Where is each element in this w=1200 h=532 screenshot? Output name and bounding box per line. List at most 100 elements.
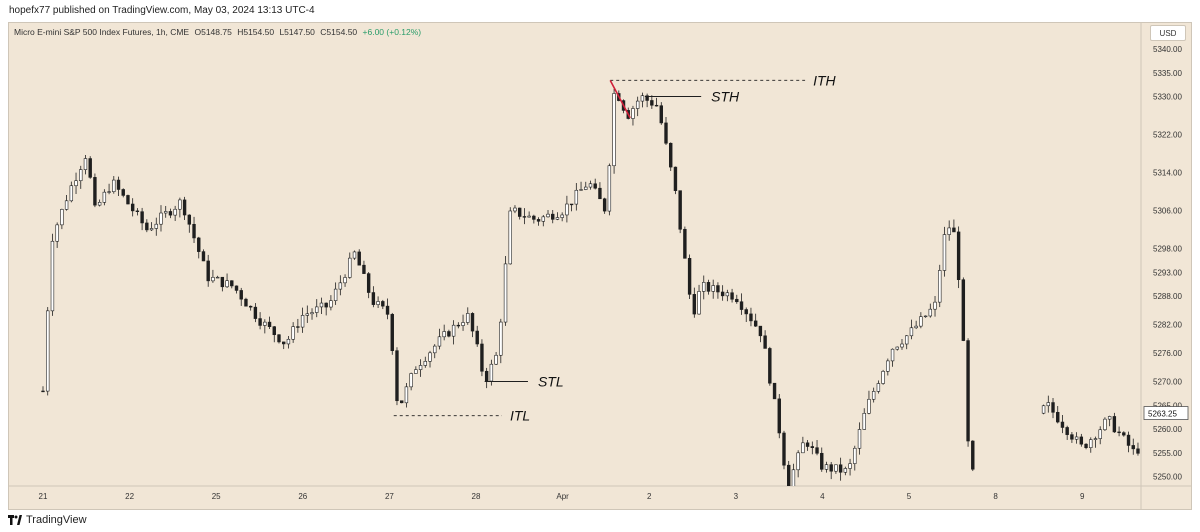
candle-up	[711, 285, 715, 292]
candle-up	[565, 203, 569, 216]
ohlc-open: O5148.75	[194, 27, 232, 37]
chart-frame[interactable]	[8, 22, 1192, 510]
candle-up	[890, 348, 895, 362]
time-tick-label: 25	[212, 492, 221, 501]
candle-down	[966, 340, 970, 442]
candle-down	[230, 280, 234, 287]
candles-group	[41, 88, 1196, 486]
candle-down	[692, 294, 697, 315]
candle-down	[971, 440, 975, 470]
ohlc-close: C5154.50	[320, 27, 358, 37]
candle-up	[871, 391, 876, 400]
candle-up	[352, 251, 357, 259]
candle-up	[215, 276, 220, 279]
tradingview-logo[interactable]: TradingView	[8, 514, 87, 526]
annotation-label-ith: ITH	[813, 72, 836, 88]
candle-up	[164, 211, 168, 214]
candle-up	[584, 186, 588, 190]
candle-up	[409, 373, 413, 388]
candle-down	[673, 166, 678, 191]
candle-up	[1103, 418, 1107, 431]
candle-down	[239, 290, 243, 300]
candle-down	[683, 228, 687, 259]
footer	[0, 510, 1200, 532]
currency-button[interactable]: USD	[1150, 25, 1186, 41]
candle-down	[116, 179, 121, 190]
candle-down	[678, 190, 682, 230]
candle-up	[631, 108, 635, 119]
price-tick-label: 5250.00	[1153, 473, 1182, 482]
candle-up	[697, 291, 701, 315]
candle-up	[433, 345, 437, 354]
price-tick-label: 5265.00	[1153, 401, 1182, 410]
candle-down	[395, 350, 399, 402]
candle-up	[79, 169, 83, 182]
candle-up	[1098, 429, 1102, 439]
candle-up	[933, 301, 937, 310]
candle-up	[867, 398, 871, 414]
time-tick-label: 22	[125, 492, 134, 501]
time-tick-label: 9	[1080, 492, 1085, 501]
candle-down	[182, 199, 187, 216]
candle-down	[197, 237, 201, 252]
tradingview-label: TradingView	[26, 514, 87, 526]
candle-down	[145, 222, 149, 231]
candle-down	[829, 464, 833, 472]
candle-up	[905, 335, 909, 345]
candle-down	[1051, 402, 1055, 413]
candle-down	[371, 292, 376, 305]
candle-down	[687, 258, 692, 295]
candle-down	[385, 305, 390, 315]
candle-up	[178, 199, 182, 210]
last-price-label: 5263.25	[1148, 410, 1177, 419]
price-tick-label: 5298.00	[1153, 245, 1182, 254]
candle-down	[220, 276, 225, 288]
candle-down	[763, 335, 767, 349]
candle-up	[225, 280, 229, 288]
candle-down	[815, 447, 819, 454]
candle-up	[46, 310, 50, 392]
candle-down	[470, 313, 475, 332]
candle-up	[942, 234, 947, 271]
candle-down	[1070, 434, 1074, 440]
candle-down	[706, 282, 711, 292]
candle-down	[753, 320, 758, 327]
candle-down	[768, 348, 772, 384]
candle-down	[805, 442, 810, 447]
candle-up	[428, 352, 432, 362]
candle-down	[1131, 445, 1135, 450]
time-tick-label: 5	[907, 492, 912, 501]
candle-up	[499, 321, 503, 356]
candle-up	[55, 224, 59, 242]
candle-down	[1193, 439, 1196, 445]
candle-up	[423, 360, 427, 366]
candle-down	[140, 211, 144, 224]
candle-up	[154, 223, 158, 229]
candle-down	[258, 318, 262, 326]
candle-down	[1065, 427, 1069, 435]
candle-up	[437, 336, 442, 347]
candle-down	[744, 309, 748, 315]
time-tick-label: 3	[734, 492, 739, 501]
candle-down	[1056, 411, 1060, 423]
candle-down	[324, 302, 328, 308]
candle-up	[881, 371, 885, 384]
candle-up	[149, 228, 154, 231]
candle-down	[522, 216, 527, 218]
candle-up	[1074, 436, 1079, 440]
time-tick-label: 26	[298, 492, 307, 501]
price-tick-label: 5314.00	[1153, 169, 1182, 178]
candle-down	[88, 158, 92, 178]
candle-down	[650, 100, 654, 106]
candle-up	[503, 263, 508, 323]
candle-up	[451, 324, 456, 337]
candle-up	[895, 346, 899, 350]
candle-up	[263, 321, 267, 326]
candle-down	[654, 104, 659, 107]
candle-up	[300, 315, 305, 328]
price-tick-label: 5340.00	[1153, 45, 1182, 54]
candle-down	[1136, 448, 1140, 454]
candle-down	[956, 231, 961, 281]
candle-down	[121, 189, 125, 196]
